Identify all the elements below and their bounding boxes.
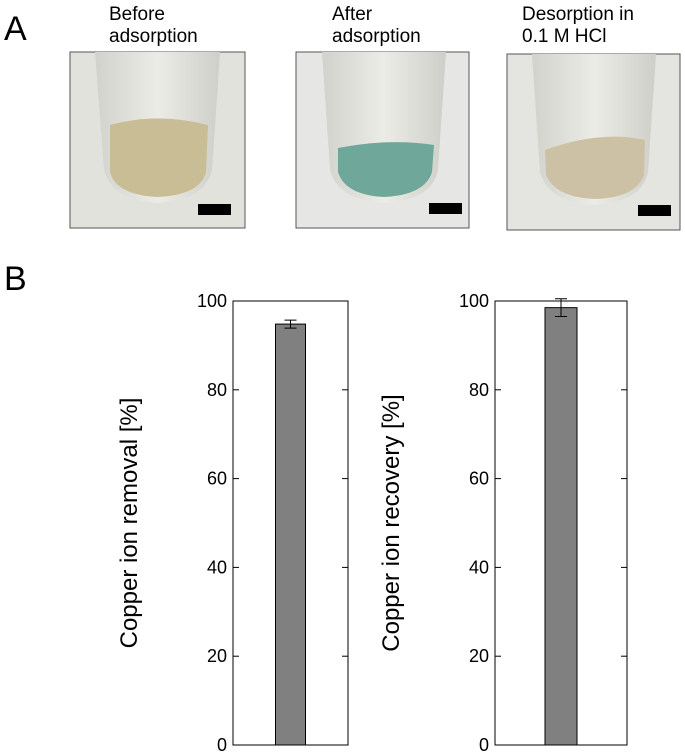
y-tick-label: 20 (469, 646, 489, 666)
y-tick-label: 40 (469, 557, 489, 577)
error-bar (284, 319, 297, 329)
y-tick-label: 60 (469, 469, 489, 489)
photo (295, 51, 470, 229)
y-tick-label: 60 (207, 469, 227, 489)
photo (506, 53, 681, 231)
photo-caption: adsorption (332, 26, 421, 47)
error-bar (555, 298, 567, 318)
y-tick-label: 0 (217, 735, 227, 755)
bar (544, 307, 578, 746)
y-tick-label: 40 (207, 557, 227, 577)
bar (275, 323, 306, 746)
panel-label: B (4, 260, 27, 298)
panel-label: A (4, 10, 27, 48)
y-tick-label: 0 (479, 735, 489, 755)
photo-caption: adsorption (109, 26, 198, 47)
photo-caption: 0.1 M HCl (522, 26, 606, 47)
photo-caption: Before (109, 4, 165, 25)
y-tick-label: 20 (207, 646, 227, 666)
y-tick-label: 100 (459, 291, 489, 311)
y-tick-label: 100 (197, 291, 227, 311)
photo-caption: Desorption in (522, 4, 634, 25)
y-axis-label: Copper ion recovery [%] (378, 394, 405, 651)
y-axis-label: Copper ion removal [%] (116, 398, 143, 649)
photo (69, 51, 246, 229)
y-tick-label: 80 (469, 380, 489, 400)
y-tick-label: 80 (207, 380, 227, 400)
photo-caption: After (332, 4, 373, 25)
